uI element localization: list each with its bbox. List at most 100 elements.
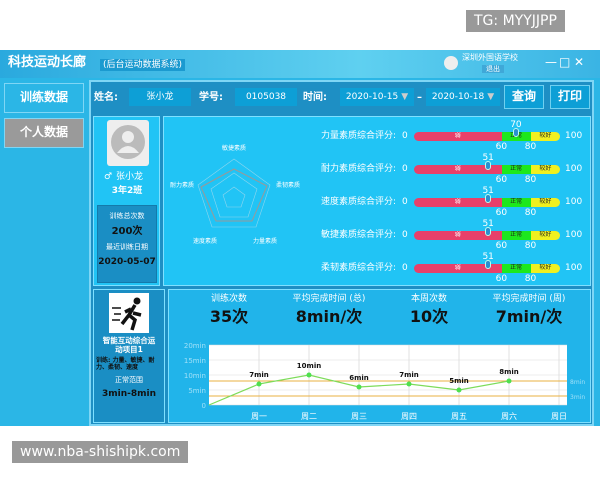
score-max: 100: [565, 197, 583, 207]
score-value: 51: [482, 186, 494, 196]
app-subtitle: (后台运动数据系统): [100, 59, 186, 72]
query-button[interactable]: 查询: [504, 85, 544, 109]
score-marker: [485, 260, 492, 269]
person-icon: [111, 125, 145, 159]
radar-series: [200, 168, 268, 222]
score-row: 耐力素质综合评分: 0 弱 正常 较好 100 60 80 51: [164, 153, 592, 194]
score-bar: 弱 正常 较好: [414, 231, 560, 240]
x-tick-label: 周五: [451, 412, 467, 421]
score-min: 0: [402, 197, 408, 207]
score-min: 0: [402, 131, 408, 141]
reference-label: 8min: [570, 379, 585, 386]
sidebar-item-personal[interactable]: 个人数据: [4, 118, 84, 148]
time-label: 时间:: [303, 92, 327, 103]
data-label: 6min: [349, 374, 369, 382]
threshold-60: 60: [495, 142, 508, 152]
print-button[interactable]: 打印: [550, 85, 590, 109]
x-tick-label: 周二: [301, 412, 317, 421]
reference-label: 3min: [570, 394, 585, 401]
threshold-60: 60: [495, 241, 508, 251]
score-max: 100: [565, 263, 583, 273]
app-window: 科技运动长廊 (后台运动数据系统) 深圳外国语学校 退出 — □ ✕ 训练数据 …: [0, 50, 600, 426]
data-point: [306, 372, 312, 378]
data-label: 7min: [399, 371, 419, 379]
stats-panel: 训练次数 35次 平均完成时间 (总) 8min/次 本周次数 10次 平均完成时间 …: [168, 289, 591, 423]
segment-normal: 正常: [501, 231, 531, 240]
y-tick-label: 0: [202, 402, 206, 410]
segment-weak: 弱: [414, 198, 502, 207]
score-row: 柔韧素质综合评分: 0 弱 正常 较好 100 60 80 51: [164, 252, 592, 293]
score-max: 100: [565, 230, 583, 240]
stat-value: 7min/次: [495, 307, 563, 326]
date-from-select[interactable]: 2020-10-15 ▼: [340, 88, 414, 106]
stat-value: 35次: [209, 307, 249, 326]
male-icon: ♂: [104, 172, 113, 182]
threshold-80: 80: [524, 175, 537, 185]
score-bar: 弱 正常 较好: [414, 198, 560, 207]
data-label: 10min: [297, 362, 321, 370]
user-avatar: [444, 56, 458, 70]
profile-card: ♂ 张小龙 3年2班 训练总次数 200次 最近训练日期 2020-05-07: [93, 116, 160, 286]
radar-label: 柔韧素质: [276, 181, 300, 189]
score-value: 51: [482, 153, 494, 163]
sidebar-item-training[interactable]: 训练数据: [4, 83, 84, 113]
threshold-80: 80: [524, 208, 537, 218]
minimize-button[interactable]: —: [545, 55, 557, 69]
stat-label: 本周次数: [410, 294, 447, 304]
score-label: 敏捷素质综合评分:: [320, 230, 396, 240]
date-from-value: 2020-10-15: [345, 91, 399, 102]
stat-value: 8min/次: [295, 307, 363, 326]
maximize-button[interactable]: □: [559, 55, 571, 69]
radar-chart: 敏捷素质 柔韧素质 力量素质 速度素质 耐力素质: [170, 144, 300, 245]
y-tick-label: 5min: [188, 387, 206, 395]
data-point: [356, 384, 362, 390]
title-bar: 科技运动长廊 (后台运动数据系统) 深圳外国语学校 退出 — □ ✕: [0, 50, 600, 78]
logout-button[interactable]: 退出: [482, 65, 504, 74]
name-label: 姓名:: [94, 92, 118, 103]
name-field[interactable]: 张小龙: [129, 88, 191, 106]
y-tick-label: 15min: [184, 357, 206, 365]
threshold-80: 80: [524, 274, 537, 284]
data-label: 5min: [449, 377, 469, 385]
watermark-bottom: www.nba-shishipk.com: [12, 441, 189, 464]
segment-normal: 正常: [501, 198, 531, 207]
data-label: 7min: [249, 371, 269, 379]
segment-weak: 弱: [414, 231, 502, 240]
score-marker: [513, 128, 520, 137]
score-value: 51: [482, 219, 494, 229]
data-point: [256, 381, 262, 387]
range-value: 3min-8min: [102, 389, 156, 400]
id-label: 学号:: [199, 92, 223, 103]
score-label: 柔韧素质综合评分:: [320, 263, 396, 273]
recent-value: 2020-05-07: [98, 256, 156, 267]
score-row: 力量素质综合评分: 0 弱 正常 较好 100 60 80 70: [164, 120, 592, 161]
activity-card: 智能互动综合运动项目1 训练: 力量、敏捷、耐力、柔韧、速度 正常范围 3min…: [93, 289, 165, 423]
score-value: 51: [482, 252, 494, 262]
score-marker: [485, 161, 492, 170]
watermark-top: TG: MYYJJPP: [466, 10, 565, 33]
total-label: 训练总次数: [109, 212, 145, 220]
score-max: 100: [565, 131, 583, 141]
segment-good: 较好: [530, 231, 560, 240]
segment-good: 较好: [530, 198, 560, 207]
date-to-value: 2020-10-18: [431, 91, 485, 102]
segment-weak: 弱: [414, 264, 502, 273]
chevron-down-icon: ▼: [487, 91, 495, 102]
score-bar: 弱 正常 较好: [414, 264, 560, 273]
score-row: 速度素质综合评分: 0 弱 正常 较好 100 60 80 51: [164, 186, 592, 227]
scores-panel: 敏捷素质 柔韧素质 力量素质 速度素质 耐力素质 力量素质综合评分: 0 弱 正…: [163, 116, 591, 286]
chevron-down-icon: ▼: [401, 91, 409, 102]
recent-label: 最近训练日期: [106, 242, 148, 251]
segment-normal: 正常: [501, 264, 531, 273]
segment-good: 较好: [530, 132, 560, 141]
data-point: [406, 381, 412, 387]
score-bar: 弱 正常 较好: [414, 165, 560, 174]
id-field[interactable]: 0105038: [235, 88, 297, 106]
x-tick-label: 周六: [501, 411, 517, 421]
date-to-select[interactable]: 2020-10-18 ▼: [426, 88, 500, 106]
x-tick-label: 周一: [251, 412, 267, 421]
radar-label: 速度素质: [193, 237, 217, 245]
close-button[interactable]: ✕: [574, 55, 585, 69]
date-dash: –: [417, 92, 422, 103]
segment-weak: 弱: [414, 132, 502, 141]
